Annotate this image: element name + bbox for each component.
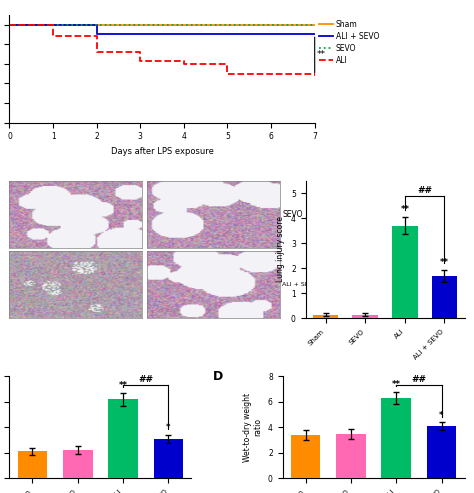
Text: **: ** <box>401 206 410 214</box>
Bar <box>392 226 418 318</box>
Bar <box>18 452 47 478</box>
Text: SEVO: SEVO <box>283 210 303 219</box>
Bar <box>431 276 457 318</box>
Bar <box>313 315 338 318</box>
Text: ##: ## <box>138 375 153 384</box>
Text: **: ** <box>317 50 326 60</box>
Text: **: ** <box>392 380 401 389</box>
Y-axis label: Wet-to-dry weight
ratio: Wet-to-dry weight ratio <box>243 393 262 462</box>
Bar <box>154 439 183 478</box>
Bar <box>109 399 138 478</box>
Bar <box>336 434 365 478</box>
Bar <box>291 435 320 478</box>
Bar <box>352 315 378 318</box>
Text: **: ** <box>118 382 128 390</box>
Y-axis label: Lung injury score: Lung injury score <box>276 216 285 282</box>
Bar <box>63 450 92 478</box>
Text: *: * <box>166 423 171 432</box>
Text: ##: ## <box>417 186 432 195</box>
Legend: Sham, ALI + SEVO, SEVO, ALI: Sham, ALI + SEVO, SEVO, ALI <box>316 16 382 68</box>
Bar <box>382 398 411 478</box>
X-axis label: Days after LPS exposure: Days after LPS exposure <box>110 147 213 156</box>
Text: D: D <box>213 370 224 383</box>
Text: *: * <box>439 411 444 420</box>
Bar <box>427 426 456 478</box>
Text: **: ** <box>440 258 449 267</box>
Text: ##: ## <box>411 375 426 384</box>
Text: ALI + SEVO: ALI + SEVO <box>283 282 318 287</box>
